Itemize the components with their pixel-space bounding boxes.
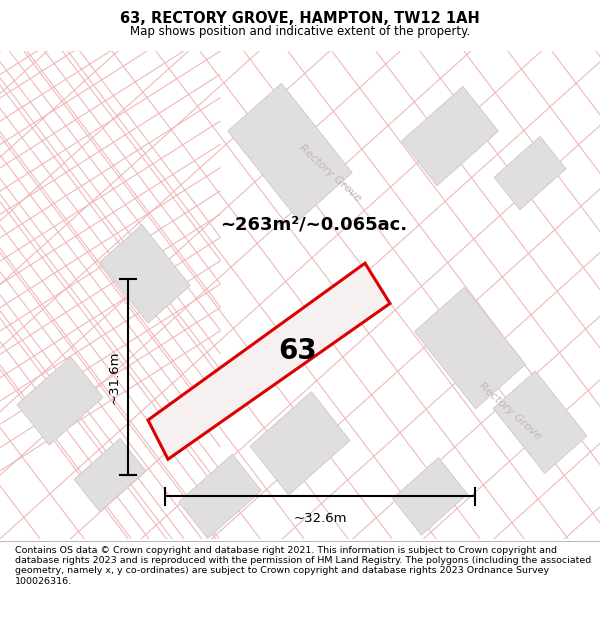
Polygon shape — [100, 224, 190, 323]
Polygon shape — [148, 263, 390, 459]
Text: Contains OS data © Crown copyright and database right 2021. This information is : Contains OS data © Crown copyright and d… — [15, 546, 591, 586]
Text: 63: 63 — [278, 337, 317, 365]
Text: Map shows position and indicative extent of the property.: Map shows position and indicative extent… — [130, 26, 470, 39]
Polygon shape — [228, 83, 352, 221]
Polygon shape — [493, 371, 587, 473]
Text: ~32.6m: ~32.6m — [293, 512, 347, 525]
Text: 63, RECTORY GROVE, HAMPTON, TW12 1AH: 63, RECTORY GROVE, HAMPTON, TW12 1AH — [120, 11, 480, 26]
Text: ~31.6m: ~31.6m — [107, 351, 121, 404]
Polygon shape — [17, 357, 103, 445]
Text: Rectory Grove: Rectory Grove — [477, 381, 543, 442]
Polygon shape — [494, 136, 566, 210]
Polygon shape — [392, 458, 467, 535]
Text: ~263m²/~0.065ac.: ~263m²/~0.065ac. — [220, 216, 407, 234]
Polygon shape — [179, 454, 261, 539]
Polygon shape — [401, 86, 499, 186]
Polygon shape — [250, 392, 350, 495]
Text: Rectory Grove: Rectory Grove — [297, 142, 363, 204]
Polygon shape — [415, 288, 526, 409]
Polygon shape — [74, 439, 146, 512]
